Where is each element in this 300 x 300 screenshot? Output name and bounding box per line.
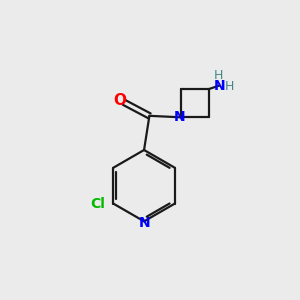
Text: N: N	[174, 110, 186, 124]
Text: N: N	[214, 79, 225, 92]
Text: H: H	[224, 80, 234, 93]
Text: Cl: Cl	[90, 196, 105, 211]
Text: O: O	[113, 93, 126, 108]
Text: H: H	[214, 70, 223, 83]
Text: N: N	[139, 216, 151, 230]
